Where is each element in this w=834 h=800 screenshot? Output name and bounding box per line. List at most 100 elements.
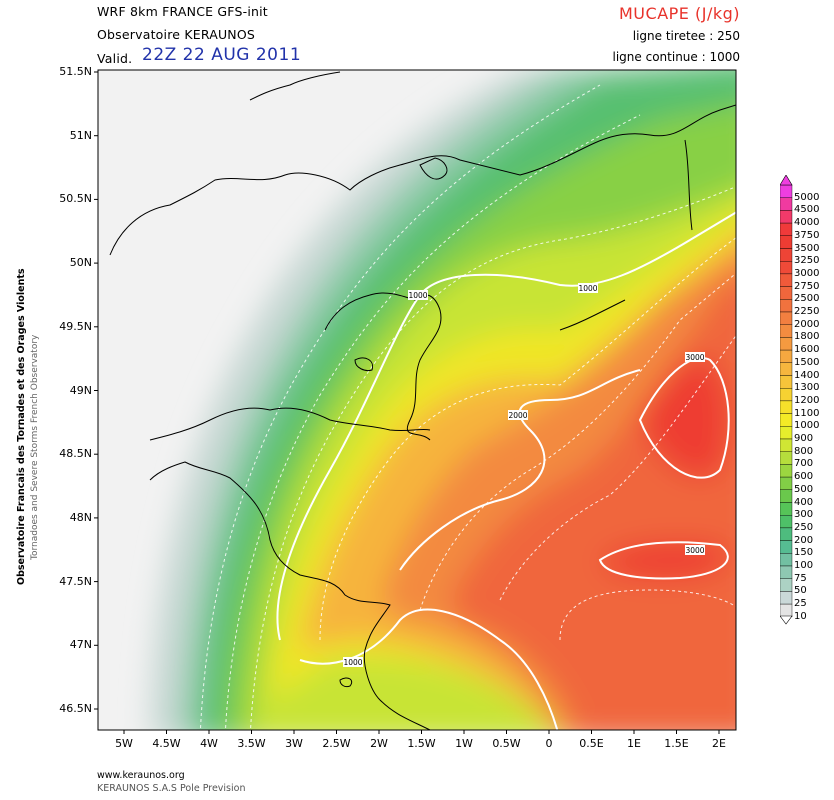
legend-swatch [780, 222, 793, 236]
latitude-label: 50N [69, 256, 92, 270]
valid-label: Valid. [97, 51, 133, 66]
map-frame [97, 69, 737, 731]
legend-swatch [780, 248, 793, 262]
footer-company: KERAUNOS S.A.S Pole Prevision [97, 783, 246, 794]
legend-level-label: 800 [794, 445, 814, 457]
legend-level-label: 3750 [794, 229, 820, 241]
longitude-label: 5W [115, 737, 133, 750]
legend-swatch [780, 184, 793, 198]
latitude-label: 48.5N [59, 447, 92, 461]
solid-line-note: ligne continue : 1000 [612, 50, 740, 64]
legend-swatch [780, 464, 793, 478]
legend-swatch [780, 197, 793, 211]
longitude-label: 3W [285, 737, 303, 750]
legend-swatch [780, 476, 793, 491]
legend-level-label: 400 [794, 496, 814, 508]
observatory-name: Observatoire KERAUNOS [97, 27, 256, 42]
dashed-contours [199, 84, 736, 730]
legend-swatch [780, 260, 793, 275]
longitude-label: 1.5E [664, 737, 689, 750]
legend-level-label: 75 [794, 572, 807, 584]
legend-swatch [780, 515, 793, 529]
legend-swatch [780, 375, 793, 389]
legend-level-label: 1300 [794, 382, 820, 394]
legend-level-label: 500 [794, 483, 814, 495]
longitude-label: 1W [455, 737, 473, 750]
legend-level-label: 200 [794, 534, 814, 546]
model-title: WRF 8km FRANCE GFS-init [97, 4, 268, 19]
product-title: MUCAPE (J/kg) [619, 4, 740, 23]
longitude-label: 0.5E [579, 737, 604, 750]
color-legend: 5000 4500 4000 3750 3500 3250 3000 2750 2500 2250… [780, 175, 820, 625]
contour-label: 1000 [578, 284, 597, 293]
legend-swatch [780, 502, 793, 516]
legend-level-label: 1200 [794, 394, 820, 406]
longitude-label: 3.5W [237, 737, 266, 750]
legend-level-label: 150 [794, 547, 814, 559]
legend-swatch [780, 349, 793, 364]
contour-labels: 1000 1000 2000 3000 3000 1000 [343, 283, 705, 667]
legend-level-label: 2000 [794, 318, 820, 330]
legend-level-label: 700 [794, 458, 814, 470]
legend-level-label: 3500 [794, 242, 820, 254]
legend-swatch [780, 400, 793, 414]
legend-swatch [780, 362, 793, 376]
legend-swatch [780, 591, 793, 605]
legend-level-label: 3250 [794, 255, 820, 267]
legend-swatch [780, 286, 793, 300]
legend-swatch [780, 489, 793, 503]
legend-swatch [780, 413, 793, 427]
mucape-field [98, 70, 736, 730]
legend-level-label: 100 [794, 560, 814, 571]
legend-swatch [780, 235, 793, 249]
coastlines [109, 71, 736, 730]
legend-top-arrow [780, 175, 793, 186]
legend-level-label: 1000 [794, 420, 820, 432]
legend-bottom-arrow [780, 615, 793, 625]
legend-swatch [780, 438, 793, 452]
dashed-line-note: ligne tiretee : 250 [632, 29, 740, 43]
longitude-label: 4.5W [152, 737, 181, 750]
legend-swatch [780, 527, 793, 541]
legend-level-label: 25 [794, 598, 807, 610]
contour-label: 1000 [343, 658, 362, 667]
latitude-label: 51N [69, 128, 92, 142]
legend-level-label: 900 [794, 433, 814, 444]
legend-swatch [780, 565, 793, 579]
legend-swatch [780, 311, 793, 325]
legend-swatch [780, 603, 793, 618]
legend-level-label: 1400 [794, 369, 820, 381]
legend-level-label: 300 [794, 509, 814, 521]
contour-label: 3000 [685, 546, 704, 555]
latitude-label: 47N [69, 638, 92, 652]
legend-swatch [780, 324, 793, 338]
longitude-label: 0.5W [492, 737, 521, 750]
legend-swatch [780, 273, 793, 287]
legend-level-label: 250 [794, 521, 814, 533]
latitude-label: 49N [69, 383, 92, 397]
legend-swatch [780, 426, 793, 440]
legend-swatch [780, 553, 793, 567]
legend-swatch [780, 387, 793, 402]
legend-level-label: 5000 [794, 191, 820, 203]
legend-level-label: 2250 [794, 306, 820, 317]
legend-level-label: 50 [794, 585, 807, 597]
legend-level-label: 2750 [794, 280, 820, 292]
footer-url[interactable]: www.keraunos.org [97, 770, 185, 781]
legend-swatch [780, 578, 793, 592]
legend-swatch [780, 210, 793, 224]
longitude-label: 2E [712, 737, 726, 750]
legend-colorbar [780, 175, 793, 625]
contour-label: 2000 [508, 411, 527, 420]
legend-swatch [780, 451, 793, 465]
legend-level-label: 4500 [794, 204, 820, 216]
legend-level-label: 4000 [794, 217, 820, 229]
latitude-label: 49.5N [59, 319, 92, 333]
contour-label: 3000 [685, 353, 704, 362]
latitude-label: 51.5N [59, 65, 92, 78]
legend-level-label: 2500 [794, 293, 820, 305]
axis-ticks [94, 71, 720, 734]
longitude-label: 2.5W [322, 737, 351, 750]
valid-date: 22Z 22 AUG 2011 [142, 45, 302, 65]
